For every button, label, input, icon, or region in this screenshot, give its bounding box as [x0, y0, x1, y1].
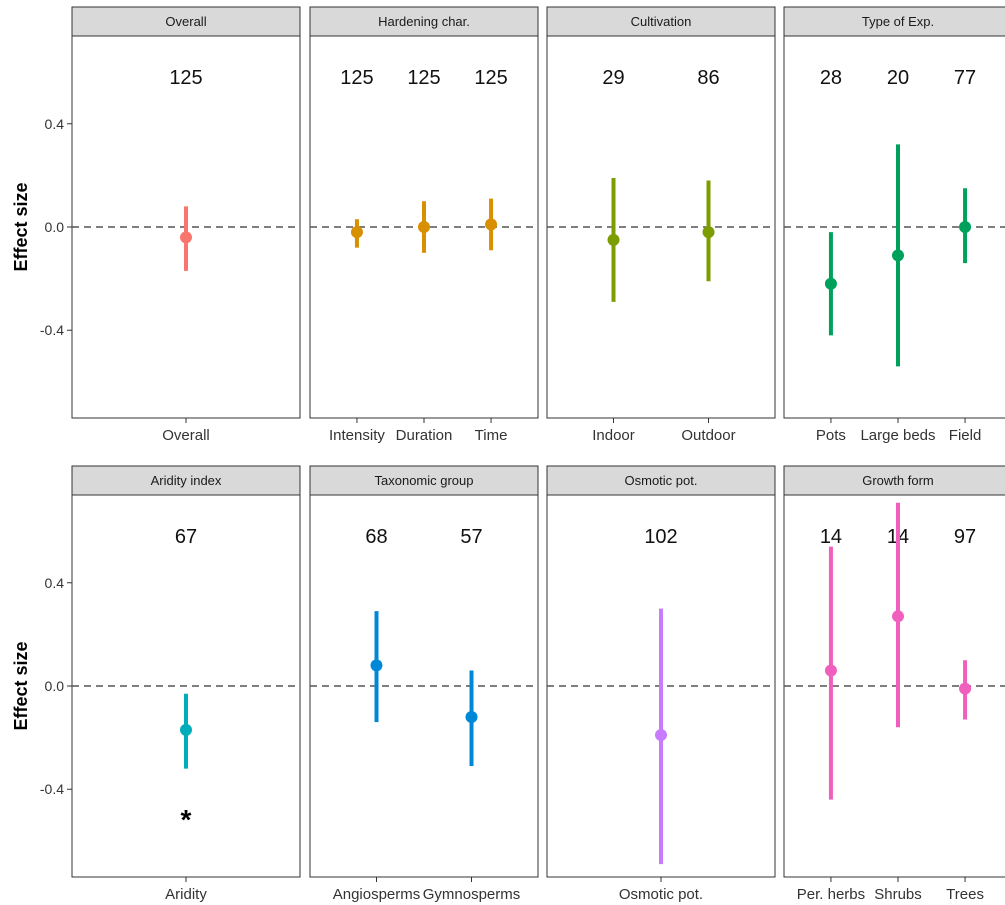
x-tick-label: Outdoor — [681, 427, 735, 444]
effect-size-point — [465, 710, 478, 723]
sample-size-label: 28 — [820, 67, 842, 89]
panel-strip-label: Taxonomic group — [375, 473, 474, 488]
y-tick-label: -0.4 — [40, 322, 64, 338]
effect-size-point — [485, 218, 498, 231]
panel-strip-label: Hardening char. — [378, 14, 470, 29]
y-tick-label: 0.0 — [45, 219, 65, 235]
panel-type-of-exp: Type of Exp. Pots 28 Large beds 20 Field 77 — [783, 6, 1005, 444]
panel-cultivation: Cultivation Indoor 29 Outdoor 86 — [546, 6, 776, 444]
sample-size-label: 14 — [820, 526, 842, 548]
panel-row-bottom: Aridity index -0.4 0.0 0.4 Effect size Aridit… — [11, 465, 1005, 903]
y-axis-title: Effect size — [11, 641, 31, 730]
panel-strip-label: Growth form — [862, 473, 934, 488]
effect-size-point — [892, 610, 904, 623]
effect-size-point — [180, 231, 192, 244]
panel-osmotic-pot: Osmotic pot. Osmotic pot. 102 — [546, 465, 776, 903]
sample-size-label: 97 — [954, 526, 976, 548]
panel-strip — [546, 6, 776, 37]
x-tick-label: Aridity — [165, 886, 207, 903]
panel-overall: Overall -0.4 0.0 0.4 Effect size Overall 125 — [11, 6, 301, 444]
x-tick-label: Field — [949, 427, 982, 444]
effect-size-point — [418, 221, 430, 233]
effect-size-point — [655, 729, 667, 742]
effect-size-point — [824, 277, 837, 290]
sample-size-label: 125 — [474, 67, 507, 89]
x-tick-label: Osmotic pot. — [619, 886, 703, 903]
y-tick-label: -0.4 — [40, 781, 64, 797]
x-tick-label: Gymnosperms — [423, 886, 521, 903]
x-tick-label: Large beds — [860, 427, 935, 444]
x-tick-label: Intensity — [329, 427, 385, 444]
significance-marker: * — [181, 804, 192, 835]
panel-strip — [71, 465, 301, 496]
effect-size-point — [892, 249, 904, 262]
x-tick-label: Time — [475, 427, 508, 444]
panel-strip — [309, 6, 539, 37]
y-axis-title: Effect size — [11, 182, 31, 271]
x-tick-label: Per. herbs — [797, 886, 865, 903]
sample-size-label: 125 — [169, 67, 202, 89]
sample-size-label: 57 — [460, 526, 482, 548]
panel-strip-label: Osmotic pot. — [625, 473, 698, 488]
x-tick-label: Indoor — [592, 427, 635, 444]
sample-size-label: 68 — [365, 526, 387, 548]
effect-size-point — [370, 659, 383, 672]
x-tick-label: Duration — [396, 427, 453, 444]
effect-size-point — [180, 723, 192, 736]
panel-hardening-char: Hardening char. Intensity 125 Duration 125 Ti… — [309, 6, 539, 444]
y-tick-label: 0.0 — [45, 678, 65, 694]
sample-size-label: 67 — [175, 526, 197, 548]
sample-size-label: 125 — [340, 67, 373, 89]
panel-taxonomic-group: Taxonomic group Angiosperms 68 Gymnosperms 5… — [309, 465, 539, 903]
panel-strip-label: Type of Exp. — [862, 14, 934, 29]
x-tick-label: Pots — [816, 427, 846, 444]
x-tick-label: Trees — [946, 886, 984, 903]
panel-strip — [309, 465, 539, 496]
panel-strip — [71, 6, 301, 37]
sample-size-label: 125 — [407, 67, 440, 89]
effect-size-point — [607, 233, 620, 246]
y-tick-label: 0.4 — [45, 116, 65, 132]
effect-size-point — [959, 221, 972, 233]
effect-size-point — [350, 226, 363, 239]
x-tick-label: Overall — [162, 427, 210, 444]
panel-aridity-index: Aridity index -0.4 0.0 0.4 Effect size Aridit… — [11, 465, 301, 903]
panel-strip — [546, 465, 776, 496]
x-tick-label: Angiosperms — [333, 886, 421, 903]
effect-size-point — [702, 226, 715, 239]
sample-size-label: 29 — [602, 67, 624, 89]
x-tick-label: Shrubs — [874, 886, 922, 903]
sample-size-label: 77 — [954, 67, 976, 89]
y-tick-label: 0.4 — [45, 575, 65, 591]
effect-size-point — [824, 664, 837, 677]
effect-size-point — [959, 682, 972, 695]
panel-strip-label: Overall — [165, 14, 206, 29]
panel-strip-label: Aridity index — [151, 473, 222, 488]
sample-size-label: 20 — [887, 67, 909, 89]
panel-strip-label: Cultivation — [631, 14, 692, 29]
sample-size-label: 102 — [644, 526, 677, 548]
sample-size-label: 86 — [697, 67, 719, 89]
